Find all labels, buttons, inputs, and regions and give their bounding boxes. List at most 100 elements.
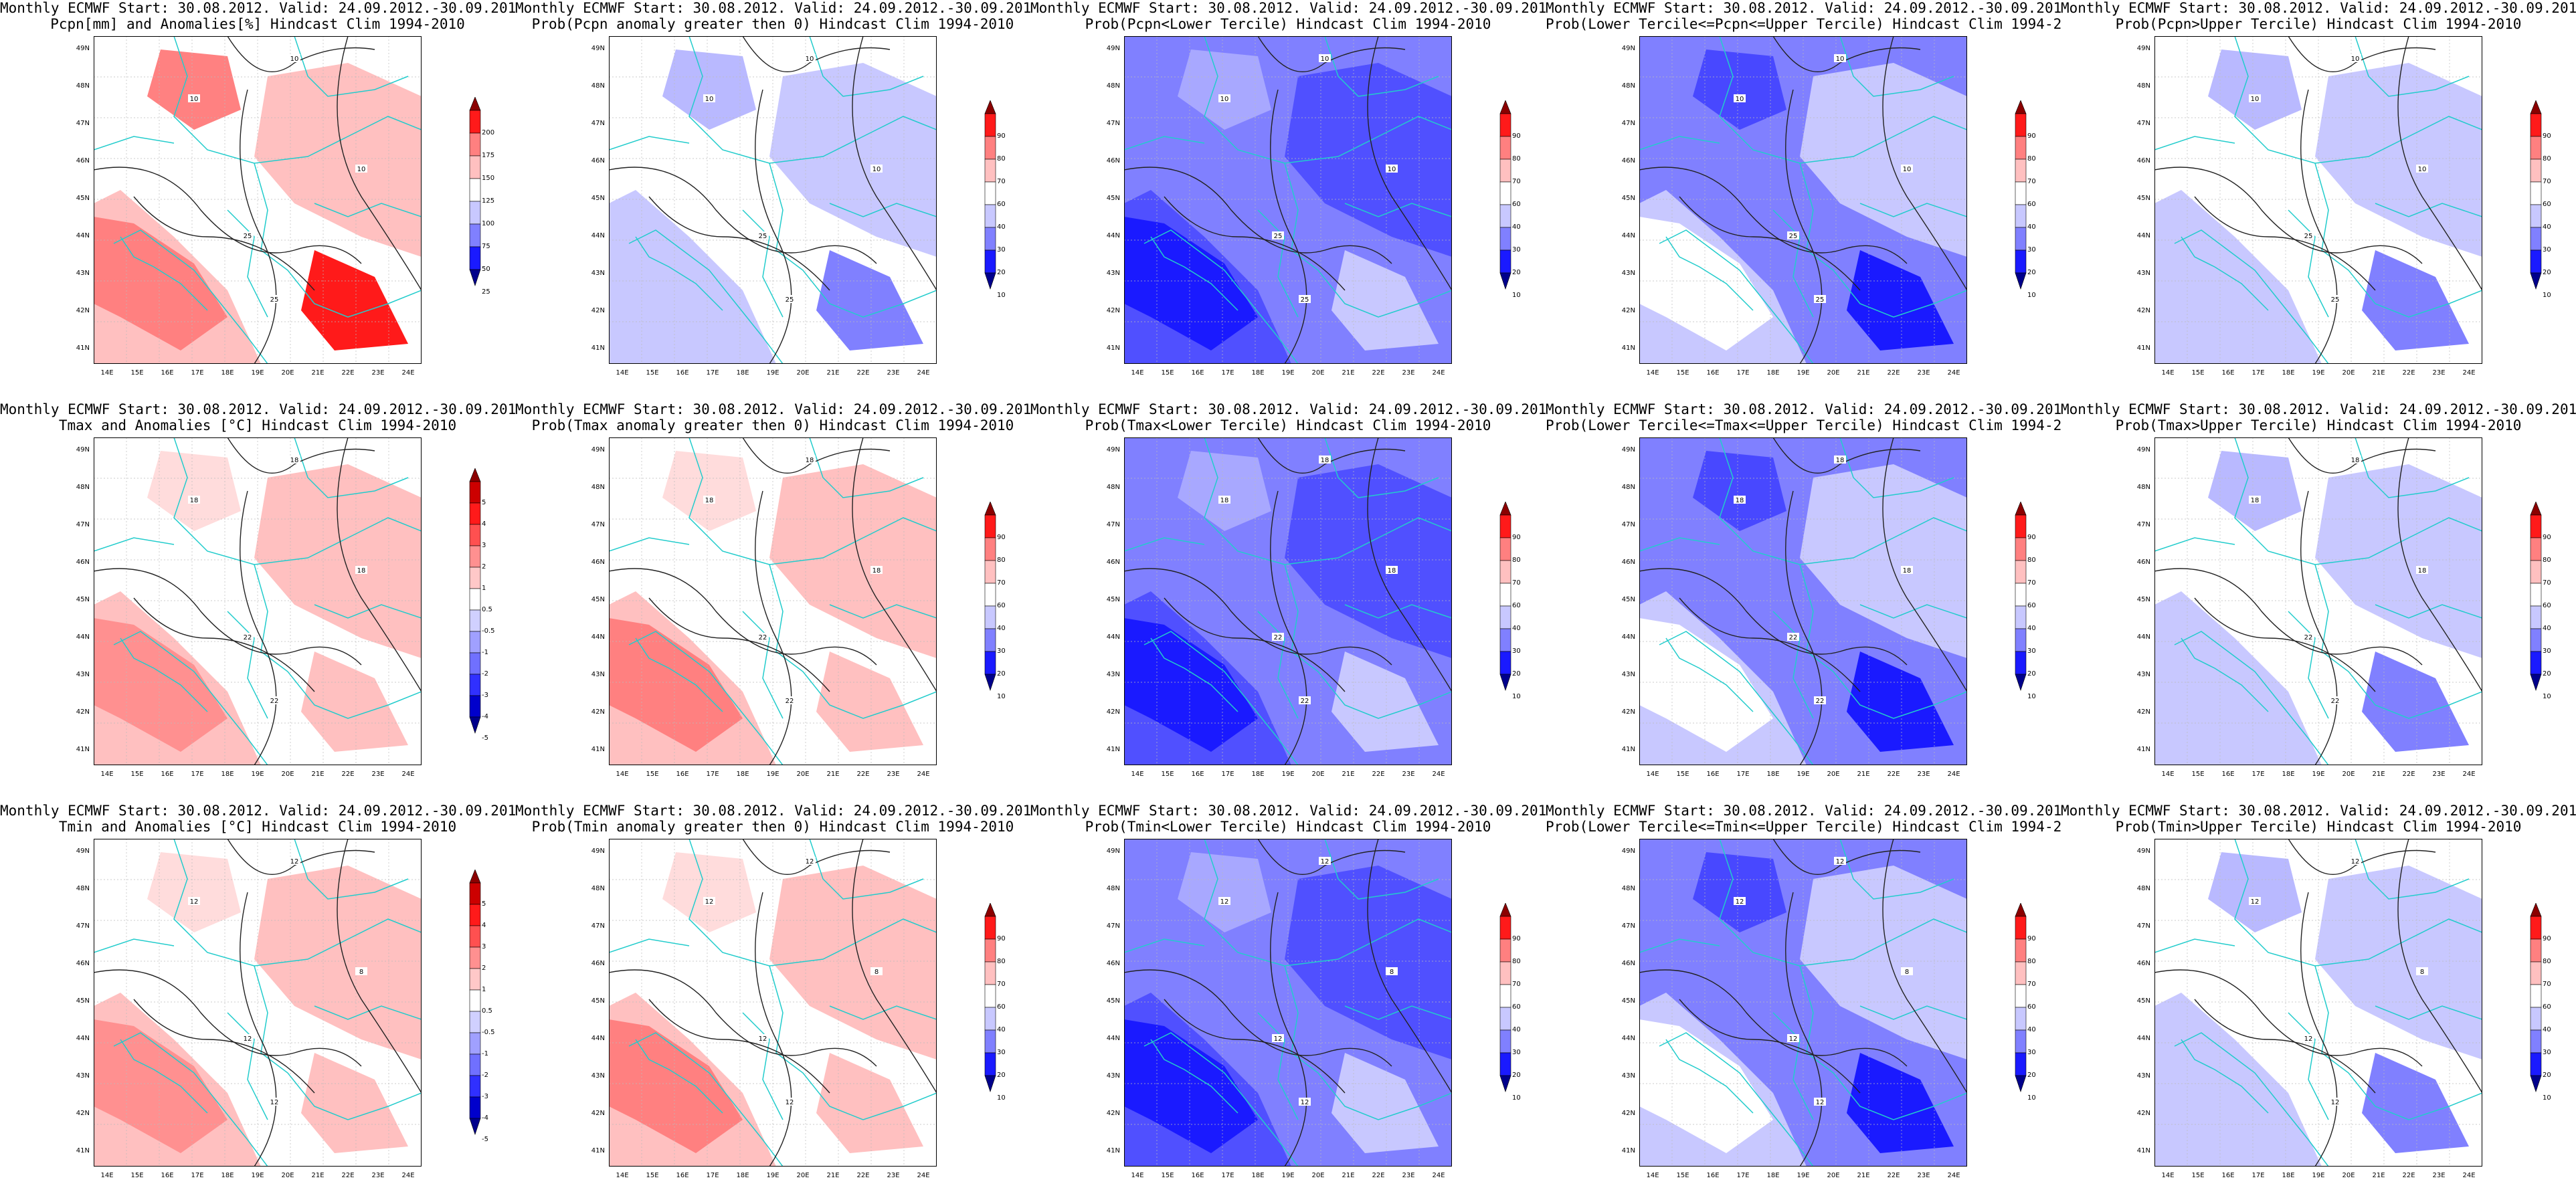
lat-tick-label: 48N: [1106, 484, 1120, 491]
border-line: [2154, 136, 2235, 150]
contour-line: [2194, 999, 2376, 1094]
lat-tick-label: 44N: [1106, 633, 1120, 641]
border-line: [1257, 611, 1299, 719]
lat-tick-label: 44N: [1621, 633, 1635, 641]
border-line: [2154, 537, 2235, 552]
lon-tick-label: 15E: [2191, 369, 2205, 377]
lon-tick-label: 22E: [2402, 1172, 2415, 1179]
svg-text:22: 22: [759, 634, 767, 641]
svg-text:12: 12: [1836, 858, 1845, 866]
colorbar-label: 90: [2543, 534, 2551, 541]
panel-title-line1: Monthly ECMWF Start: 30.08.2012. Valid: …: [515, 803, 1030, 819]
lon-tick-label: 23E: [2432, 369, 2446, 377]
colorbar-swatch: [2015, 916, 2027, 940]
colorbar-label: -0.5: [482, 627, 495, 635]
lon-tick-label: 19E: [251, 1172, 264, 1179]
lon-tick-label: 24E: [917, 369, 930, 377]
lon-tick-label: 17E: [191, 771, 204, 778]
colorbar-swatch: [984, 227, 996, 251]
lon-tick-label: 21E: [1342, 771, 1355, 778]
border-line: [628, 229, 784, 364]
lon-tick-label: 21E: [311, 1172, 325, 1179]
border-line: [1143, 1032, 1299, 1167]
lon-tick-label: 16E: [1706, 1172, 1720, 1179]
panel-title-line1: Monthly ECMWF Start: 30.08.2012. Valid: …: [515, 0, 1030, 16]
anomaly-region: [2362, 651, 2469, 752]
panel-title-line2: Pcpn[mm] and Anomalies[%] Hindcast Clim …: [50, 16, 465, 32]
lat-tick-label: 45N: [591, 195, 605, 202]
lon-tick-label: 18E: [736, 369, 749, 377]
svg-text:18: 18: [1220, 497, 1229, 504]
colorbar-label: 80: [1512, 557, 1521, 564]
border-line: [314, 203, 422, 217]
lon-tick-label: 17E: [191, 1172, 204, 1179]
colorbar-label: -0.5: [482, 1029, 495, 1036]
colorbar-label: 80: [997, 958, 1006, 965]
border-line: [1150, 637, 1238, 712]
colorbar-swatch: [469, 609, 481, 632]
svg-text:18: 18: [357, 567, 366, 575]
lon-tick-label: 15E: [130, 771, 144, 778]
lon-tick-label: 18E: [221, 1172, 234, 1179]
lon-tick-label: 23E: [1402, 369, 1415, 377]
lat-tick-label: 47N: [2136, 120, 2150, 127]
svg-text:12: 12: [759, 1035, 767, 1043]
lat-tick-label: 43N: [2136, 671, 2150, 678]
map-panel: Monthly ECMWF Start: 30.08.2012. Valid: …: [1546, 401, 2061, 803]
colorbar-swatch: [2015, 1052, 2027, 1076]
lon-tick-label: 24E: [917, 1172, 930, 1179]
border-line: [1143, 229, 1299, 364]
colorbar-swatch: [2015, 181, 2027, 205]
lat-tick-label: 41N: [2136, 746, 2150, 753]
colorbar-triangle: [469, 269, 481, 286]
map-frame: [1124, 437, 1452, 765]
svg-text:10: 10: [1220, 96, 1229, 103]
colorbar-swatch: [2530, 136, 2542, 160]
svg-text:18: 18: [1321, 457, 1329, 464]
lon-tick-label: 23E: [1402, 771, 1415, 778]
colorbar-label: 10: [2027, 1094, 2036, 1102]
map-canvas: 10 10 25 10 25: [1639, 36, 1967, 364]
lon-tick-label: 17E: [1221, 1172, 1234, 1179]
anomaly-region: [301, 250, 408, 350]
colorbar-swatch: [2530, 204, 2542, 228]
colorbar-swatch: [1499, 159, 1511, 183]
colorbar-label: 4: [482, 520, 486, 528]
lat-tick-label: 42N: [1621, 307, 1635, 314]
colorbar-label: 20: [1512, 1072, 1521, 1079]
colorbar-label: 30: [1512, 1049, 1521, 1056]
lon-tick-label: 24E: [2462, 369, 2476, 377]
map-canvas: 10 10 25 10 25: [2154, 36, 2482, 364]
lon-tick-label: 22E: [341, 771, 355, 778]
colorbar-label: 40: [1512, 1026, 1521, 1033]
lat-tick-label: 49N: [1106, 446, 1120, 454]
lon-tick-label: 14E: [1131, 1172, 1144, 1179]
border-line: [2288, 209, 2329, 318]
colorbar-swatch: [469, 946, 481, 969]
lat-tick-label: 45N: [591, 596, 605, 603]
colorbar-label: 20: [2543, 269, 2551, 276]
colorbar-triangle: [984, 502, 996, 516]
contour-label: 10: [870, 165, 883, 173]
colorbar-label: 125: [482, 197, 495, 205]
lat-tick-label: 41N: [591, 1147, 605, 1155]
contour-line: [1270, 89, 1307, 364]
map-frame: [94, 839, 422, 1167]
svg-text:8: 8: [875, 969, 879, 976]
border-line: [1665, 1039, 1754, 1114]
colorbar-swatch: [469, 882, 481, 905]
map-panel: Monthly ECMWF Start: 30.08.2012. Valid: …: [1030, 0, 1546, 401]
lon-tick-label: 24E: [917, 771, 930, 778]
colorbar-swatch: [469, 904, 481, 926]
contour-label: 8: [870, 967, 883, 976]
border-line: [2314, 965, 2482, 1120]
anomaly-region: [1178, 852, 1271, 932]
lat-tick-label: 47N: [591, 521, 605, 528]
lon-tick-label: 20E: [281, 1172, 294, 1179]
lat-tick-label: 46N: [76, 157, 90, 165]
lat-tick-label: 45N: [76, 997, 90, 1005]
panel-title-line2: Tmin and Anomalies [°C] Hindcast Clim 19…: [58, 819, 457, 835]
lon-tick-label: 23E: [1917, 771, 1930, 778]
contour-label: 18: [1834, 456, 1846, 464]
contour-line: [227, 36, 375, 73]
